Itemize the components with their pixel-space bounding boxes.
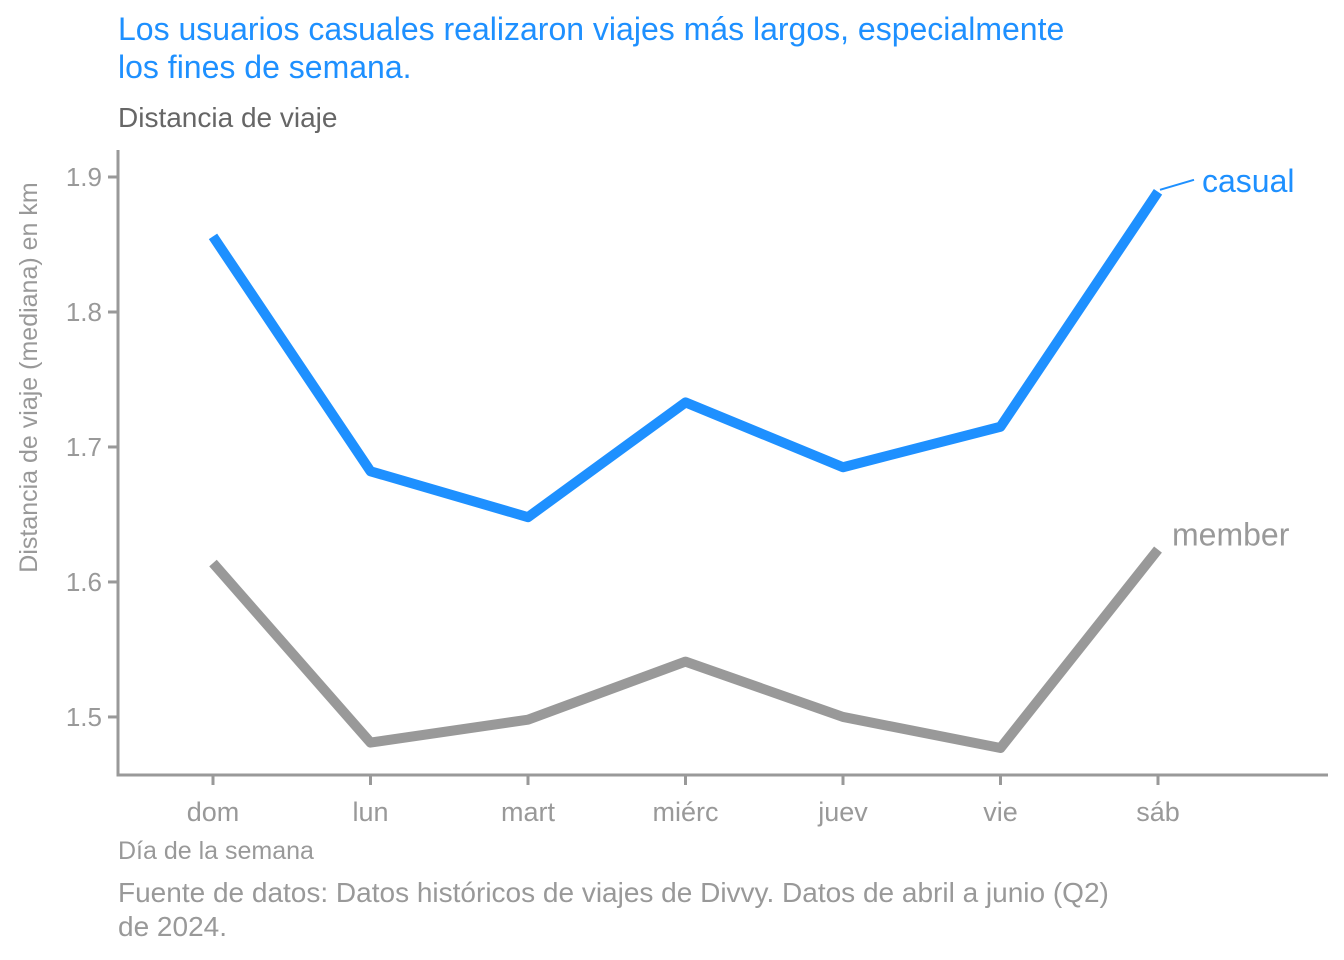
- x-tick-label: miérc: [653, 797, 719, 827]
- x-tick-label: vie: [983, 797, 1018, 827]
- series-line-casual: [208, 189, 1163, 523]
- x-tick-label: dom: [187, 797, 240, 827]
- y-tick-label: 1.9: [66, 162, 102, 192]
- series-label-member: member: [1172, 517, 1290, 553]
- chart-title: Los usuarios casuales realizaron viajes …: [118, 11, 1065, 85]
- label-leader-casual: [1159, 178, 1195, 191]
- y-tick-label: 1.8: [66, 297, 102, 327]
- x-tick-label: lun: [352, 797, 388, 827]
- x-tick-label: sáb: [1136, 797, 1180, 827]
- x-axis-title: Día de la semana: [118, 837, 314, 865]
- y-tick-label: 1.6: [66, 567, 102, 597]
- y-axis-title: Distancia de viaje (mediana) en km: [15, 182, 43, 572]
- chart-caption: Fuente de datos: Datos históricos de via…: [118, 877, 1109, 942]
- x-tick-label: juev: [817, 797, 868, 827]
- y-tick-label: 1.7: [66, 432, 102, 462]
- series-label-casual: casual: [1202, 163, 1295, 199]
- chart-subtitle: Distancia de viaje: [118, 102, 338, 133]
- y-tick-label: 1.5: [66, 702, 102, 732]
- series-line-member: [209, 546, 1162, 754]
- x-tick-label: mart: [501, 797, 555, 827]
